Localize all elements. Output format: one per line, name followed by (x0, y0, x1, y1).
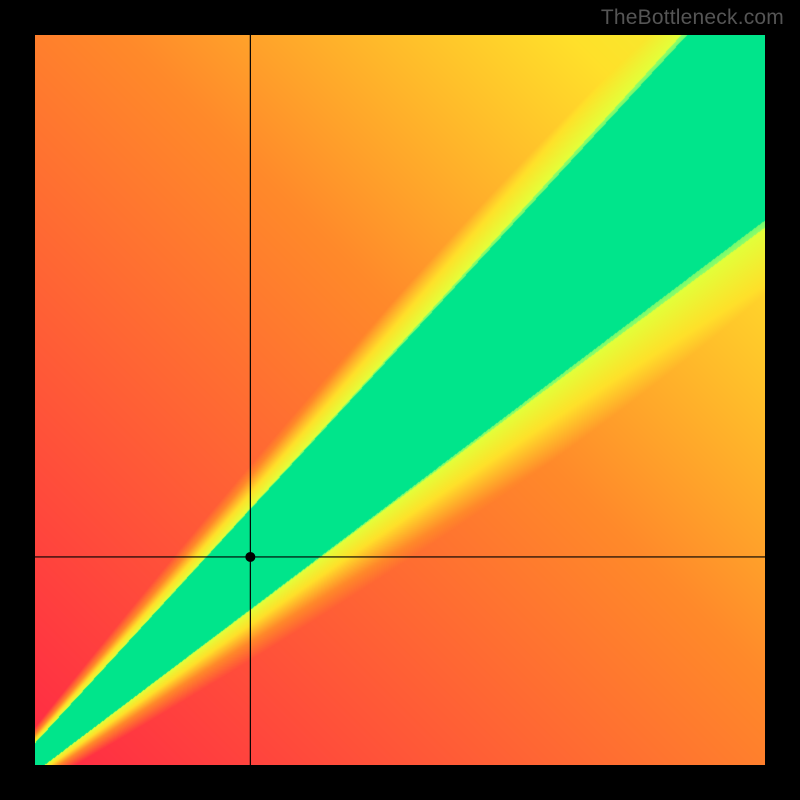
watermark-text: TheBottleneck.com (601, 6, 784, 30)
bottleneck-heatmap (35, 35, 765, 765)
figure-container: TheBottleneck.com (0, 0, 800, 800)
